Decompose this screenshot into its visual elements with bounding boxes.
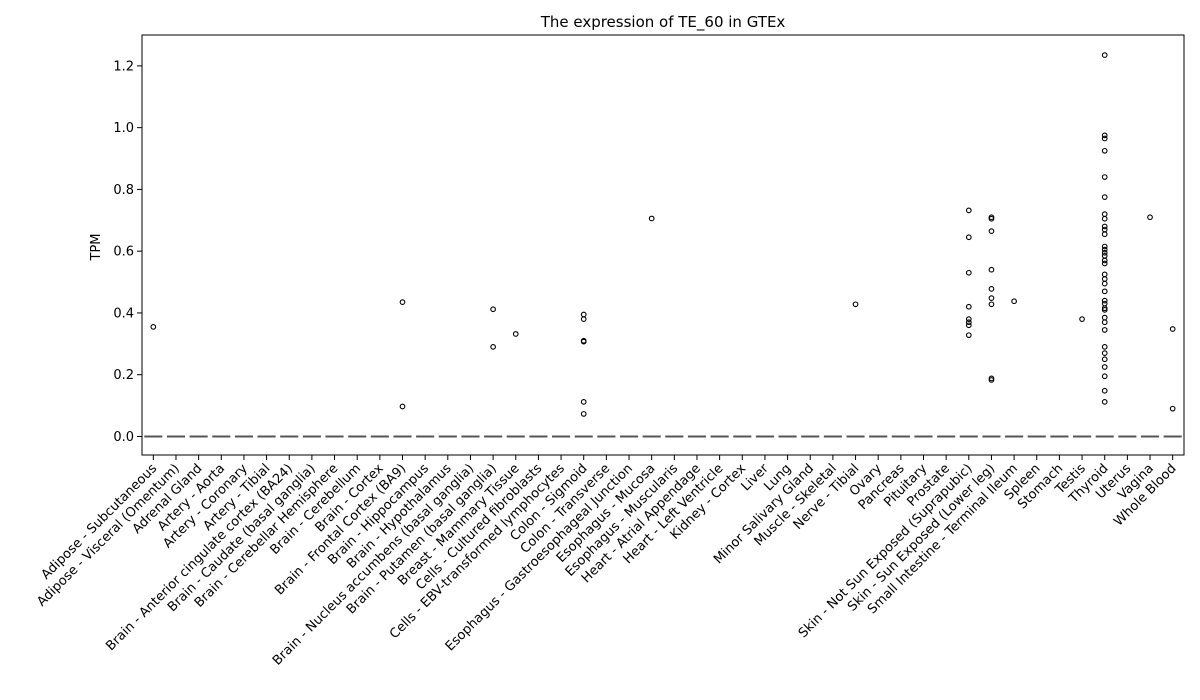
outlier-point (1101, 249, 1108, 256)
outlier-point (399, 403, 406, 410)
outlier-point (512, 331, 519, 337)
outlier-point (1101, 135, 1108, 142)
outlier-point (1101, 276, 1108, 282)
outlier-point (988, 215, 995, 222)
outlier-point (1101, 215, 1108, 222)
outlier-point (1101, 246, 1108, 253)
outlier-point (1101, 307, 1108, 313)
y-tick-label: 0.0 (113, 430, 134, 445)
outlier-point (965, 316, 972, 322)
outlier-point (1101, 288, 1108, 295)
outlier-point (1101, 319, 1108, 326)
y-tick-label: 0.6 (113, 245, 134, 260)
outlier-point (1169, 405, 1176, 412)
outlier-point (580, 338, 587, 345)
outlier-point (988, 228, 995, 234)
outlier-point (1101, 364, 1108, 370)
outlier-point (965, 269, 972, 276)
outlier-point (1101, 174, 1108, 180)
y-tick-label: 0.4 (113, 306, 134, 321)
outlier-point (1101, 399, 1108, 405)
outlier-point (1011, 298, 1017, 305)
outlier-point (1101, 280, 1108, 287)
outlier-point (965, 234, 972, 241)
outlier-point (1101, 314, 1108, 321)
outlier-point (150, 323, 157, 330)
outlier-point (1101, 226, 1108, 233)
outlier-point (1101, 231, 1108, 238)
outlier-point (1101, 356, 1108, 363)
outlier-point (1101, 350, 1108, 356)
y-axis-label: TPM (89, 234, 104, 262)
outlier-point (1101, 260, 1108, 267)
outlier-point (1101, 147, 1108, 154)
outlier-point (1147, 214, 1153, 221)
outlier-point (1101, 194, 1108, 200)
outlier-point (1101, 327, 1108, 333)
outlier-point (1101, 300, 1108, 307)
outlier-point (1101, 344, 1108, 350)
outlier-point (1101, 211, 1108, 217)
outlier-point (648, 215, 655, 222)
y-tick-label: 1.0 (113, 121, 134, 136)
outlier-point (1101, 243, 1108, 250)
outlier-point (580, 311, 587, 318)
outlier-point (988, 286, 995, 292)
outlier-point (1101, 52, 1108, 58)
outlier-point (490, 344, 496, 350)
outlier-point (965, 322, 972, 329)
y-tick-label: 1.2 (113, 59, 134, 74)
outlier-point (965, 319, 972, 326)
outlier-point (1101, 252, 1108, 259)
outlier-point (1101, 387, 1108, 394)
y-tick-label: 0.8 (113, 183, 134, 198)
chart-title: The expression of TE_60 in GTEx (540, 13, 786, 32)
outlier-point (988, 301, 995, 308)
outlier-point (490, 306, 496, 313)
outlier-point (580, 399, 587, 405)
outlier-point (852, 301, 859, 308)
outlier-point (580, 316, 587, 322)
outlier-point (965, 332, 972, 339)
outlier-point (965, 207, 972, 214)
outlier-point (1101, 373, 1108, 380)
outlier-point (1101, 257, 1108, 264)
outlier-point (580, 411, 587, 417)
outlier-point (1101, 223, 1108, 230)
outlier-point (1101, 297, 1108, 304)
plot-frame (141, 34, 1185, 456)
outlier-point (1079, 316, 1085, 322)
outlier-point (988, 266, 995, 273)
outlier-point (988, 295, 995, 301)
y-tick-label: 0.2 (113, 368, 134, 383)
outlier-point (965, 303, 972, 310)
outlier-point (1169, 326, 1176, 332)
outlier-point (988, 377, 995, 383)
outlier-point (1101, 271, 1108, 278)
outlier-point (399, 299, 406, 305)
outlier-point (1101, 132, 1108, 139)
